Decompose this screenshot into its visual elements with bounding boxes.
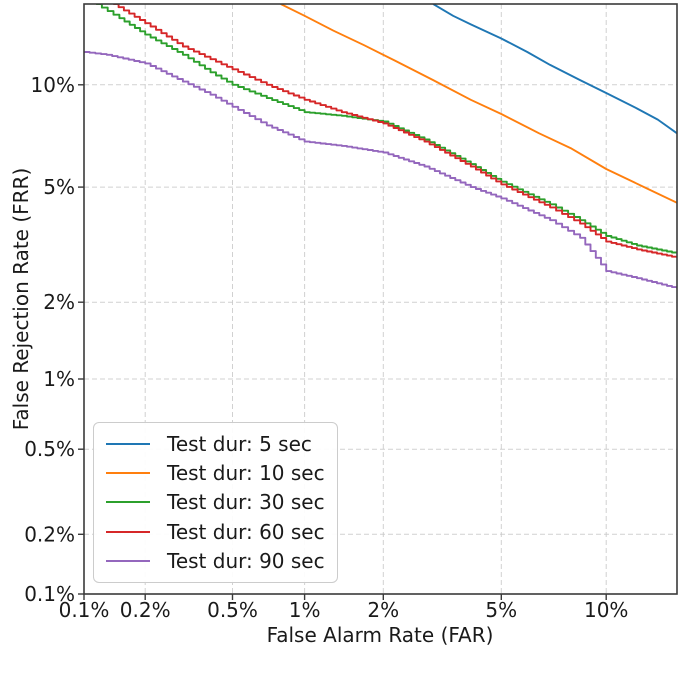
curve-test-dur-60-sec bbox=[113, 4, 677, 258]
legend-line-sample bbox=[106, 472, 150, 475]
legend-item: Test dur: 30 sec bbox=[106, 490, 325, 514]
legend-line-sample bbox=[106, 501, 150, 504]
x-tick-label: 0.5% bbox=[207, 598, 258, 622]
x-axis-label: False Alarm Rate (FAR) bbox=[266, 623, 494, 647]
curve-test-dur-30-sec bbox=[96, 4, 677, 254]
x-tick-label: 2% bbox=[367, 598, 399, 622]
curve-test-dur-10-sec bbox=[280, 4, 677, 204]
legend-item: Test dur: 90 sec bbox=[106, 549, 325, 573]
y-tick-label: 2% bbox=[43, 290, 75, 314]
y-tick-label: 0.2% bbox=[24, 522, 75, 546]
legend-item: Test dur: 60 sec bbox=[106, 520, 325, 544]
legend: Test dur: 5 sec Test dur: 10 sec Test du… bbox=[93, 422, 338, 583]
y-tick-label: 5% bbox=[43, 175, 75, 199]
legend-item: Test dur: 5 sec bbox=[106, 432, 325, 456]
x-tick-label: 0.1% bbox=[59, 598, 110, 622]
legend-label: Test dur: 30 sec bbox=[167, 490, 325, 515]
y-tick-label: 10% bbox=[31, 73, 75, 97]
y-tick-label: 0.5% bbox=[24, 437, 75, 461]
y-axis-label: False Rejection Rate (FRR) bbox=[9, 167, 33, 431]
x-tick-label: 5% bbox=[485, 598, 517, 622]
legend-label: Test dur: 60 sec bbox=[167, 519, 325, 544]
legend-item: Test dur: 10 sec bbox=[106, 461, 325, 485]
curve-test-dur-5-sec bbox=[432, 4, 677, 135]
legend-line-sample bbox=[106, 530, 150, 533]
y-tick-label: 1% bbox=[43, 367, 75, 391]
legend-label: Test dur: 5 sec bbox=[167, 431, 312, 456]
x-tick-label: 10% bbox=[584, 598, 628, 622]
legend-line-sample bbox=[106, 560, 150, 563]
legend-line-sample bbox=[106, 442, 150, 445]
y-tick-label: 0.1% bbox=[24, 582, 75, 606]
x-tick-label: 1% bbox=[289, 598, 321, 622]
curve-test-dur-90-sec bbox=[84, 51, 677, 289]
legend-label: Test dur: 10 sec bbox=[167, 461, 325, 486]
plot-border bbox=[83, 3, 678, 595]
legend-label: Test dur: 90 sec bbox=[167, 549, 325, 574]
x-tick-label: 0.2% bbox=[120, 598, 171, 622]
